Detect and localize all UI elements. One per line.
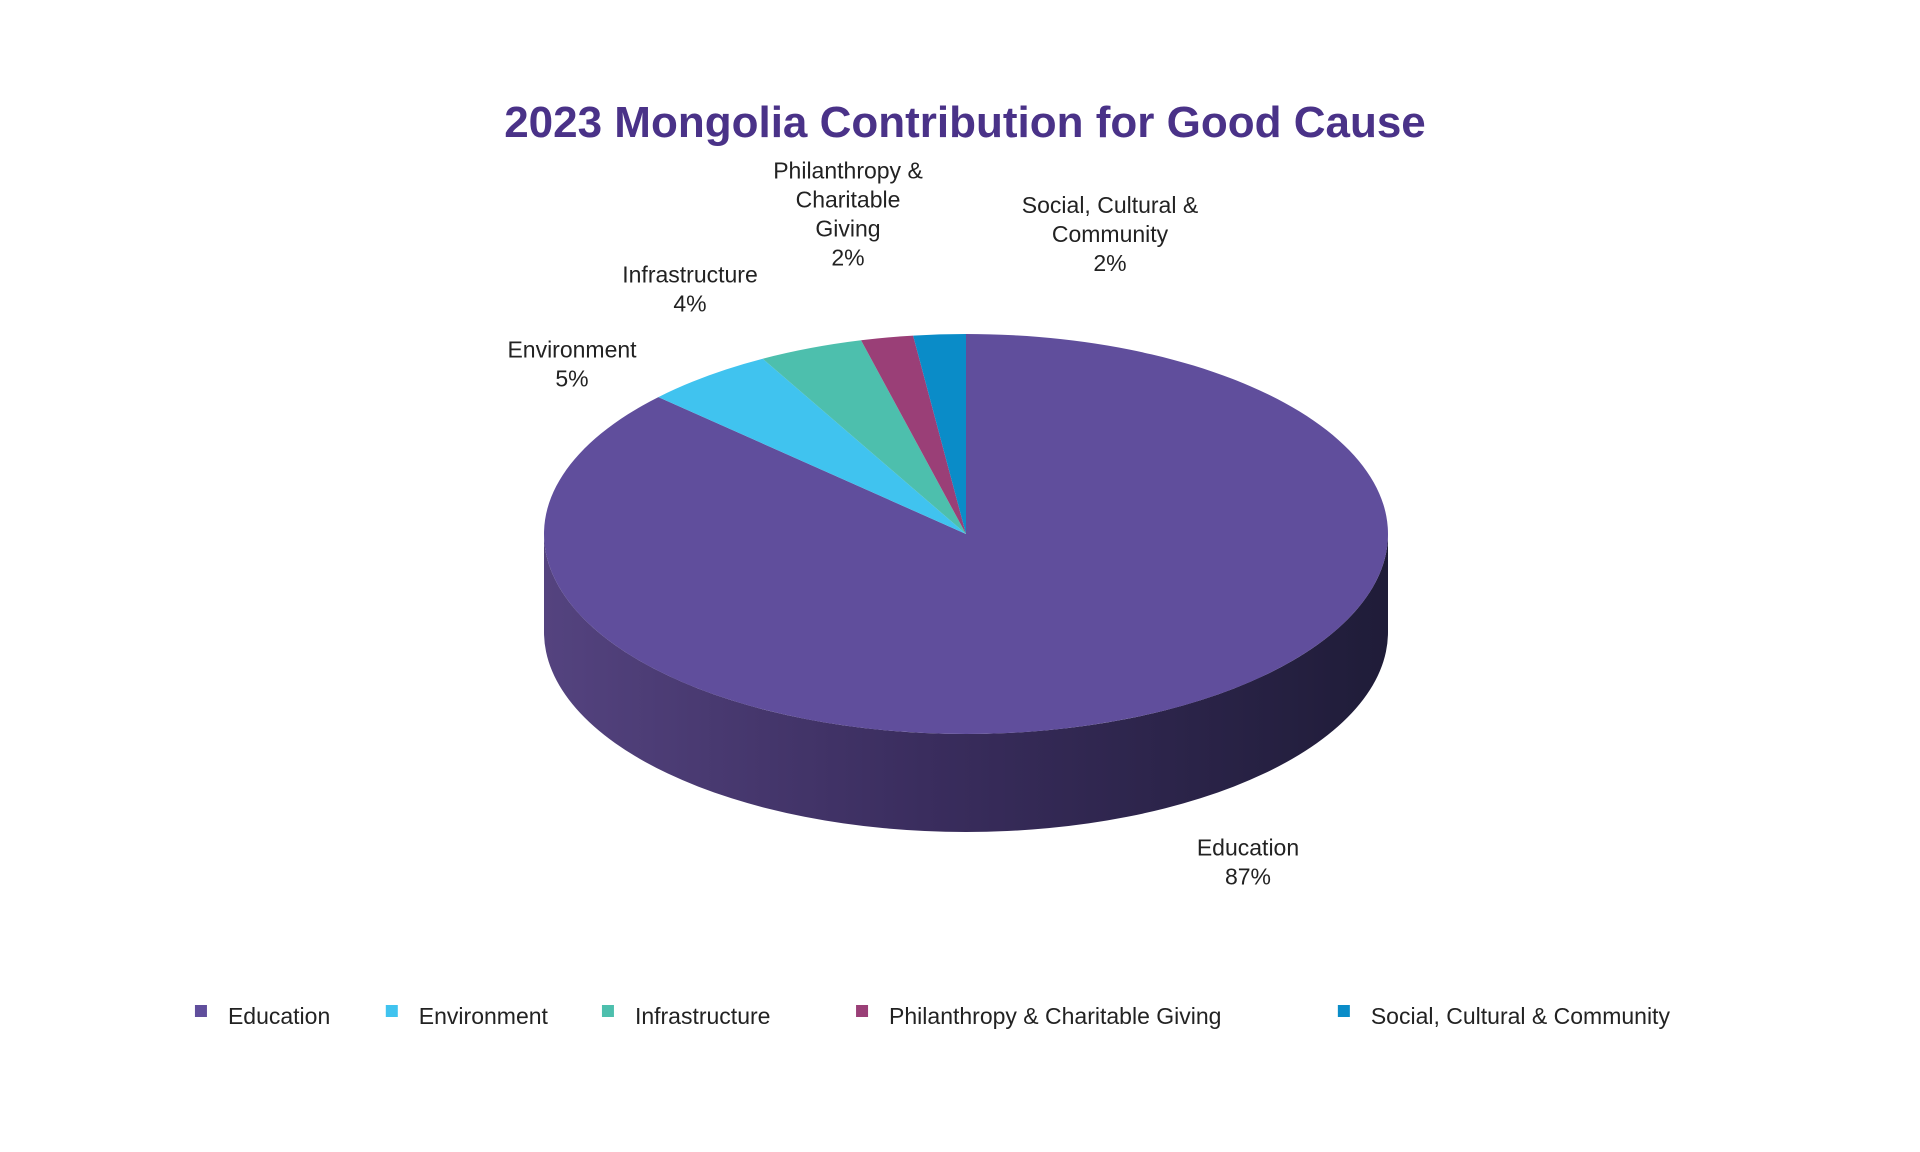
pie-slice-philanthropy-charitable-giving xyxy=(861,335,966,534)
slice-label-social-cultural-community: Social, Cultural & Community 2% xyxy=(1022,192,1198,276)
legend-swatch xyxy=(1337,1005,1350,1017)
pie-slice-infrastructure xyxy=(762,340,966,534)
legend-item-infrastructure: Infrastructure xyxy=(601,1003,771,1029)
legend: Education Environment Infrastructure Philan… xyxy=(194,1003,1671,1029)
legend-swatch xyxy=(601,1005,614,1017)
slice-label-philanthropy-charitable-giving: Philanthropy & Charitable Giving 2% xyxy=(773,158,923,271)
pie-top-layer xyxy=(544,334,1389,734)
pie-side-education xyxy=(544,534,1388,832)
legend-swatch xyxy=(194,1005,207,1017)
pie-slice-environment xyxy=(658,358,966,534)
legend-item-education: Education xyxy=(194,1003,330,1029)
slice-label-infrastructure: Infrastructure 4% xyxy=(622,262,758,317)
legend-swatch xyxy=(385,1005,398,1017)
chart-title: 2023 Mongolia Contribution for Good Caus… xyxy=(504,98,1426,147)
slice-labels: Education 87% Environment 5% Infrastructure 4… xyxy=(507,158,1299,890)
legend-item-environment: Environment xyxy=(385,1003,549,1029)
pie-side-layer xyxy=(544,534,1388,832)
slice-label-education: Education 87% xyxy=(1197,835,1299,890)
legend-label: Education xyxy=(228,1003,330,1029)
pie-slice-education xyxy=(544,334,1389,734)
legend-swatch xyxy=(856,1005,869,1017)
legend-label: Social, Cultural & Community xyxy=(1371,1003,1671,1029)
legend-label: Philanthropy & Charitable Giving xyxy=(889,1003,1221,1029)
legend-label: Environment xyxy=(419,1003,549,1029)
legend-label: Infrastructure xyxy=(635,1003,771,1029)
legend-item-social-cultural-community: Social, Cultural & Community xyxy=(1337,1003,1671,1029)
slice-label-environment: Environment 5% xyxy=(507,337,637,392)
pie-slice-social-cultural-community xyxy=(913,334,966,534)
legend-item-philanthropy-charitable-giving: Philanthropy & Charitable Giving xyxy=(856,1003,1221,1029)
